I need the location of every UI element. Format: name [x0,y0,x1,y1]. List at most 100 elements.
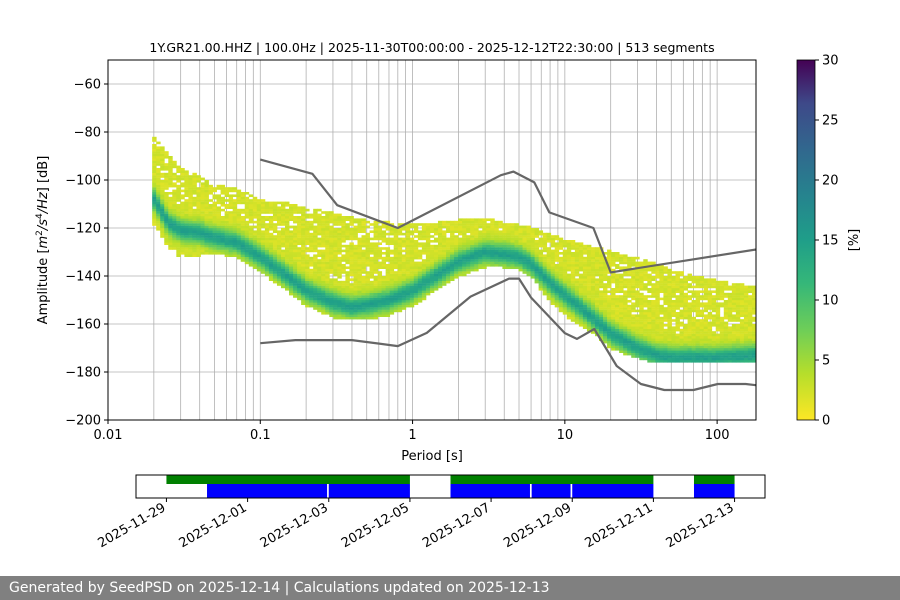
heatmap-cell [683,295,688,298]
heatmap-cell [735,300,741,303]
heatmap-cell [695,345,701,349]
heatmap-cell [442,232,447,236]
heatmap-cell [321,216,326,219]
heatmap-cell [655,268,660,272]
heatmap-cell [248,199,254,202]
heatmap-cell [739,292,745,296]
heatmap-cell [715,328,721,332]
heatmap-cell [655,326,660,329]
heatmap-cell [711,321,717,325]
heatmap-cell [675,307,680,310]
heatmap-cell [663,314,668,317]
heatmap-cell [522,256,527,260]
heatmap-cell [619,285,624,289]
heatmap-cell [437,252,443,255]
heatmap-cell [498,225,503,229]
availability-frame [135,474,766,499]
heatmap-cell [309,256,314,260]
heatmap-cell [176,237,181,241]
heatmap-cell [538,256,544,260]
heatmap-cell [377,261,383,265]
heatmap-cell [663,268,668,272]
heatmap-cell [333,266,338,269]
heatmap-cell [603,266,608,269]
heatmap-cell [168,182,173,185]
heatmap-cell [349,242,354,245]
heatmap-cell [723,309,729,313]
heatmap-cell [711,331,717,334]
heatmap-cell [619,273,624,277]
heatmap-cell [695,326,701,329]
heatmap-cell [715,338,721,341]
heatmap-cell [329,225,334,229]
heatmap-cell [276,240,282,243]
heatmap-cell [156,184,161,188]
heatmap-cell [276,235,282,238]
heatmap-cell [244,192,250,195]
heatmap-cell [586,278,592,281]
heatmap-cell [272,211,278,214]
heatmap-cell [623,328,628,332]
heatmap-cell [486,264,491,267]
heatmap-cell [675,350,680,353]
heatmap-cell [176,199,181,202]
heatmap-cell [285,218,290,221]
heatmap-cell [735,290,741,293]
heatmap-cell [329,309,334,313]
heatmap-cell [341,283,346,286]
heatmap-cell [248,264,254,267]
heatmap-cell [554,302,560,305]
heatmap-cell [647,357,652,361]
heatmap-cell [176,196,181,200]
heatmap-cell [401,268,407,272]
heatmap-cell [619,331,624,334]
heatmap-cell [562,266,568,269]
heatmap-cell [156,199,161,202]
heatmap-cell [715,312,721,315]
heatmap-cell [305,266,310,269]
heatmap-cell [611,280,616,284]
heatmap-cell [309,292,314,296]
heatmap-cell [256,206,262,209]
heatmap-cell [365,309,370,313]
heatmap-cell [160,158,165,161]
heatmap-cell [607,331,612,334]
heatmap-cell [252,199,258,202]
heatmap-cell [268,252,274,255]
heatmap-cell [325,307,330,310]
heatmap-cell [276,218,282,221]
heatmap-cell [413,247,419,250]
heatmap-cell [329,218,334,221]
x-tick-label: 0.1 [250,428,271,443]
heatmap-cell [594,326,600,329]
heatmap-cell [240,199,246,202]
heatmap-cell [321,242,326,245]
heatmap-cell [317,232,322,236]
heatmap-cell [389,283,395,286]
heatmap-cell [711,307,717,310]
heatmap-cell [260,201,266,205]
heatmap-cell [450,235,455,238]
heatmap-cell [635,268,640,272]
heatmap-cell [409,261,415,265]
heatmap-cell [313,266,318,269]
heatmap-cell [603,285,608,289]
heatmap-cell [349,216,354,219]
heatmap-cell [309,225,314,229]
heatmap-cell [385,304,391,308]
heatmap-cell [643,283,648,286]
heatmap-cell [458,266,463,269]
heatmap-cell [393,271,399,274]
heatmap-cell [369,307,374,310]
heatmap-cell [297,211,302,214]
heatmap-cell [152,194,157,197]
heatmap-cell [248,208,254,212]
heatmap-cell [482,264,487,267]
heatmap-cell [578,254,584,257]
heatmap-cell [590,304,596,308]
heatmap-cell [421,292,427,296]
heatmap-cell [454,261,459,265]
heatmap-cell [546,271,552,274]
heatmap-cell [369,230,374,233]
heatmap-cell [252,249,258,253]
